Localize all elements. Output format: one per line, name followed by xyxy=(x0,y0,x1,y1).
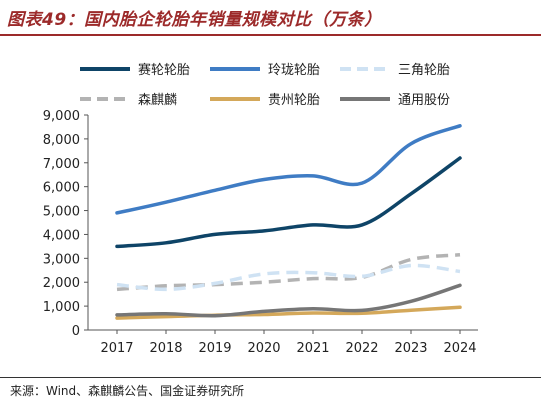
y-tick-label: 2,000 xyxy=(43,276,80,291)
x-tick-label: 2018 xyxy=(149,341,182,356)
x-tick-label: 2023 xyxy=(394,341,427,356)
x-tick-label: 2019 xyxy=(198,341,231,356)
x-tick-label: 2022 xyxy=(345,341,378,356)
y-tick-label: 0 xyxy=(72,324,80,339)
legend-label: 三角轮胎 xyxy=(398,63,450,78)
series-line xyxy=(115,156,462,249)
series-lines xyxy=(115,124,462,320)
x-tick-label: 2017 xyxy=(100,341,133,356)
legend-label: 贵州轮胎 xyxy=(268,93,320,108)
x-tick-label: 2020 xyxy=(247,341,280,356)
legend-label: 通用股份 xyxy=(398,93,450,108)
series-line xyxy=(115,283,462,318)
y-tick-label: 9,000 xyxy=(43,109,80,124)
source-note: 来源：Wind、森麒麟公告、国金证券研究所 xyxy=(10,384,245,398)
y-tick-label: 5,000 xyxy=(43,205,80,220)
legend-label: 森麒麟 xyxy=(138,92,177,108)
y-tick-label: 3,000 xyxy=(43,252,80,267)
y-tick-label: 6,000 xyxy=(43,181,80,196)
y-tick-label: 4,000 xyxy=(43,228,80,243)
footer-divider xyxy=(0,377,541,378)
y-tick-label: 7,000 xyxy=(43,157,80,172)
legend-label: 赛轮轮胎 xyxy=(138,62,190,78)
page-title: 图表49：国内胎企轮胎年销量规模对比（万条） xyxy=(7,10,382,30)
y-tick-label: 1,000 xyxy=(43,300,80,315)
axes: 0 1,000 2,000 3,000 4,000 5,000 6,000 7,000 8,00… xyxy=(43,109,478,356)
title-divider xyxy=(0,34,541,36)
series-line xyxy=(115,124,462,215)
y-tick-label: 8,000 xyxy=(43,133,80,148)
series-line xyxy=(116,253,461,292)
series-line xyxy=(116,263,461,292)
x-tick-label: 2021 xyxy=(296,341,329,356)
series-line xyxy=(115,305,462,320)
legend-label: 玲珑轮胎 xyxy=(268,63,320,78)
x-tick-label: 2024 xyxy=(443,341,476,356)
